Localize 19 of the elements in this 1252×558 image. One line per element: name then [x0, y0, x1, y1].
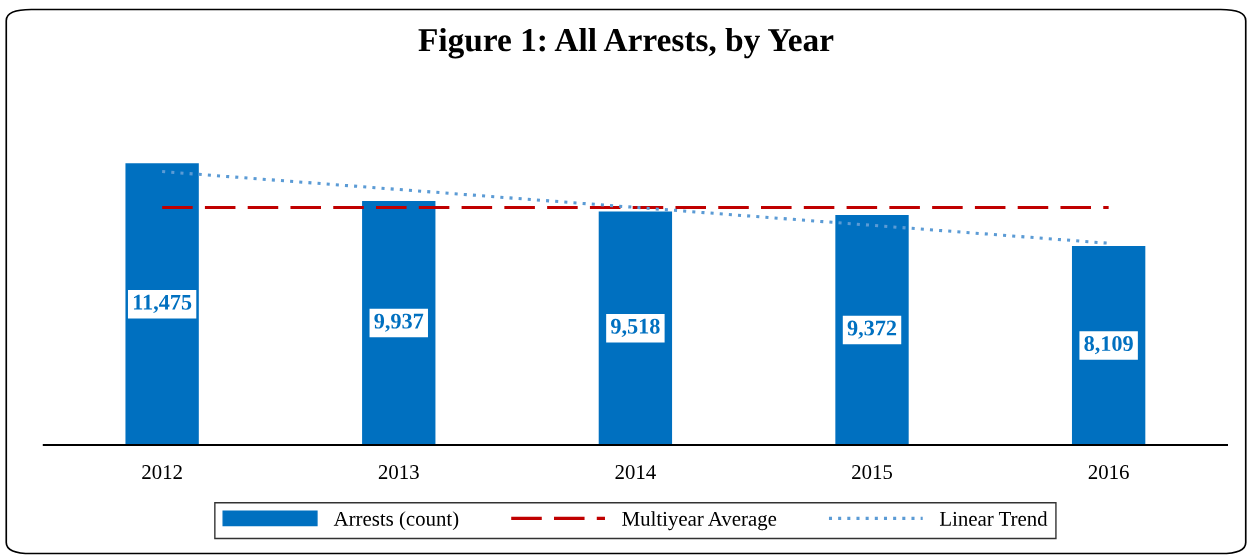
bar	[1071, 245, 1146, 445]
x-tick-label: 2012	[142, 465, 182, 480]
bar	[362, 201, 436, 445]
legend-label: Arrests (count)	[333, 511, 459, 531]
bar	[125, 163, 199, 445]
legend-label: Multiyear Average	[622, 511, 777, 531]
x-tick-label: 2015	[852, 465, 893, 480]
data-label: 9,518	[611, 318, 660, 337]
legend-label: Linear Trend	[939, 511, 1048, 526]
data-label: 9,372	[847, 320, 897, 339]
data-label: 9,937	[374, 313, 424, 332]
chart-title: Figure 1: All Arrests, by Year	[418, 27, 834, 59]
bar	[598, 211, 673, 445]
x-tick-label: 2016	[1088, 465, 1129, 480]
bar	[835, 214, 909, 445]
x-tick-label: 2013	[378, 465, 419, 480]
x-tick-label: 2014	[615, 465, 656, 480]
data-label: 11,475	[133, 294, 192, 313]
data-label: 8,109	[1084, 336, 1133, 355]
